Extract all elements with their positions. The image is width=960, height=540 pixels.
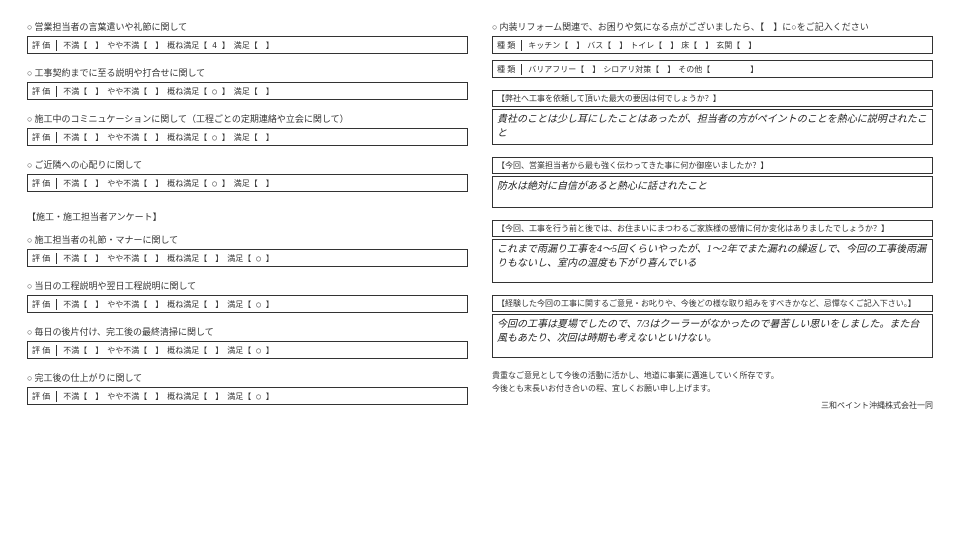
reform-block: 内装リフォーム関連で、お困りや気になる点がございましたら、【 】に○をご記入くだ… (492, 20, 933, 78)
q4-block: ご近隣への心配りに関して 評 価 不満【 】 やや不満【 】 概ね満足【 ○ 】… (27, 158, 468, 192)
rq2-block: 【今回、営業担当者から最も強く伝わってきた事に何か御座いましたか？】 防水は絶対… (492, 157, 933, 208)
q1-rating: 評 価 不満【 】 やや不満【 】 概ね満足【 4 】 満足【 】 (27, 36, 468, 54)
types-row-1: 種 類 キッチン【 】 バス【 】 トイレ【 】 床【 】 玄関【 】 (492, 36, 933, 54)
q8-block: 完工後の仕上がりに関して 評 価 不満【 】 やや不満【 】 概ね満足【 】 満… (27, 371, 468, 405)
opt-satisfied: 満足【 】 (234, 40, 274, 51)
type-other: その他【 】 (678, 64, 758, 75)
q6-block: 当日の工程説明や翌日工程説明に関して 評 価 不満【 】 やや不満【 】 概ね満… (27, 279, 468, 313)
q2-rating: 評 価 不満【 】 やや不満【 】 概ね満足【 ○ 】 満足【 】 (27, 82, 468, 100)
left-column: 営業担当者の言葉遣いや礼節に関して 評 価 不満【 】 やや不満【 】 概ね満足… (15, 20, 480, 520)
rq4-title: 【経験した今回の工事に関するご意見・お叱りや、今後どの様な取り組みをすべきかなど… (492, 295, 933, 312)
type-floor: 床【 】 (681, 40, 713, 51)
types-row-2: 種 類 バリアフリー【 】 シロアリ対策【 】 その他【 】 (492, 60, 933, 78)
opt-unsatisfied: 不満【 】 (63, 40, 103, 51)
type-termite: シロアリ対策【 】 (603, 64, 675, 75)
opt-somewhat-unsatisfied: やや不満【 】 (107, 40, 163, 51)
footer-line-2: 今後とも末長いお付き合いの程、宜しくお願い申し上げます。 (492, 383, 933, 396)
rq3-block: 【今回、工事を行う前と後では、お住まいにまつわるご家族様の感情に何か変化はありま… (492, 220, 933, 283)
rq1-title: 【弊社へ工事を依頼して頂いた最大の要因は何でしょうか？】 (492, 90, 933, 107)
rq4-answer: 今回の工事は夏場でしたので、7/3はクーラーがなかったので暑苦しい思いをしました… (492, 314, 933, 358)
rq3-title: 【今回、工事を行う前と後では、お住まいにまつわるご家族様の感情に何か変化はありま… (492, 220, 933, 237)
q5-title: 施工担当者の礼節・マナーに関して (27, 233, 468, 246)
type-kitchen: キッチン【 】 (528, 40, 584, 51)
type-toilet: トイレ【 】 (630, 40, 678, 51)
footer-line-1: 貴重なご意見として今後の活動に活かし、地道に事業に邁進していく所存です。 (492, 370, 933, 383)
type-entrance: 玄関【 】 (716, 40, 756, 51)
type-barrier-free: バリアフリー【 】 (528, 64, 600, 75)
type-label: 種 類 (497, 40, 522, 51)
footer: 貴重なご意見として今後の活動に活かし、地道に事業に邁進していく所存です。 今後と… (492, 370, 933, 412)
rating-label: 評 価 (32, 40, 57, 51)
type-bath: バス【 】 (587, 40, 627, 51)
q5-rating: 評 価 不満【 】 やや不満【 】 概ね満足【 】 満足【 ○ 】 (27, 249, 468, 267)
q6-rating: 評 価 不満【 】 やや不満【 】 概ね満足【 】 満足【 ○ 】 (27, 295, 468, 313)
q2-title: 工事契約までに至る説明や打合せに関して (27, 66, 468, 79)
rq2-title: 【今回、営業担当者から最も強く伝わってきた事に何か御座いましたか？】 (492, 157, 933, 174)
q7-block: 毎日の後片付け、完工後の最終清掃に関して 評 価 不満【 】 やや不満【 】 概… (27, 325, 468, 359)
rq1-block: 【弊社へ工事を依頼して頂いた最大の要因は何でしょうか？】 貴社のことは少し耳にし… (492, 90, 933, 145)
q1-title: 営業担当者の言葉遣いや礼節に関して (27, 20, 468, 33)
rq3-answer: これまで雨漏り工事を4〜5回くらいやったが、1〜2年でまた漏れの繰返しで、今回の… (492, 239, 933, 283)
opt-mostly-satisfied: 概ね満足【 4 】 (167, 40, 229, 51)
footer-signature: 三和ペイント沖縄株式会社一同 (492, 400, 933, 413)
q2-block: 工事契約までに至る説明や打合せに関して 評 価 不満【 】 やや不満【 】 概ね… (27, 66, 468, 100)
q7-title: 毎日の後片付け、完工後の最終清掃に関して (27, 325, 468, 338)
q8-rating: 評 価 不満【 】 やや不満【 】 概ね満足【 】 満足【 ○ 】 (27, 387, 468, 405)
right-column: 内装リフォーム関連で、お困りや気になる点がございましたら、【 】に○をご記入くだ… (480, 20, 945, 520)
q3-block: 施工中のコミニュケーションに関して（工程ごとの定期連絡や立会に関して） 評 価 … (27, 112, 468, 146)
q7-rating: 評 価 不満【 】 やや不満【 】 概ね満足【 】 満足【 ○ 】 (27, 341, 468, 359)
q4-title: ご近隣への心配りに関して (27, 158, 468, 171)
section-header: 【施工・施工担当者アンケート】 (27, 210, 468, 223)
rq2-answer: 防水は絶対に自信があると熱心に話されたこと (492, 176, 933, 208)
q3-title: 施工中のコミニュケーションに関して（工程ごとの定期連絡や立会に関して） (27, 112, 468, 125)
rq4-block: 【経験した今回の工事に関するご意見・お叱りや、今後どの様な取り組みをすべきかなど… (492, 295, 933, 358)
q5-block: 施工担当者の礼節・マナーに関して 評 価 不満【 】 やや不満【 】 概ね満足【… (27, 233, 468, 267)
q6-title: 当日の工程説明や翌日工程説明に関して (27, 279, 468, 292)
reform-title: 内装リフォーム関連で、お困りや気になる点がございましたら、【 】に○をご記入くだ… (492, 20, 933, 33)
q1-block: 営業担当者の言葉遣いや礼節に関して 評 価 不満【 】 やや不満【 】 概ね満足… (27, 20, 468, 54)
rq1-answer: 貴社のことは少し耳にしたことはあったが、担当者の方がペイントのことを熱心に説明さ… (492, 109, 933, 145)
q3-rating: 評 価 不満【 】 やや不満【 】 概ね満足【 ○ 】 満足【 】 (27, 128, 468, 146)
q4-rating: 評 価 不満【 】 やや不満【 】 概ね満足【 ○ 】 満足【 】 (27, 174, 468, 192)
q8-title: 完工後の仕上がりに関して (27, 371, 468, 384)
